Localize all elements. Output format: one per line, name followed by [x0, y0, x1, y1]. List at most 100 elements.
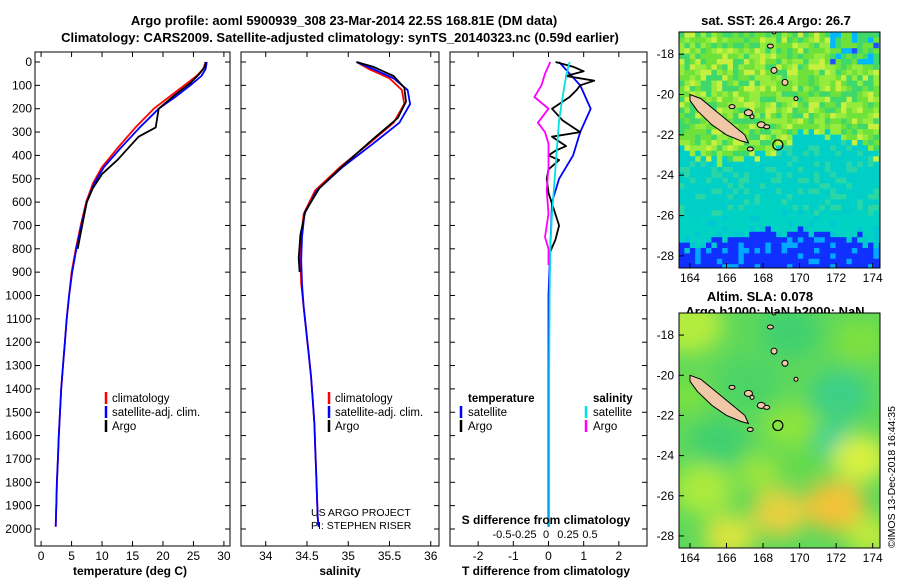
sst-cell	[770, 102, 777, 108]
land-new-caledonia	[689, 374, 750, 425]
sst-cell	[797, 86, 804, 92]
sst-cell	[727, 264, 734, 268]
sst-cell	[814, 102, 820, 108]
sst-cell	[706, 258, 712, 265]
sst-cell	[781, 107, 788, 114]
sst-cell	[706, 86, 712, 92]
sst-cell	[808, 64, 815, 71]
sla-blob	[809, 369, 870, 421]
sst-cell	[868, 91, 874, 98]
sst-cell	[868, 215, 874, 222]
sst-cell	[814, 161, 820, 168]
sst-cell	[803, 199, 809, 206]
sst-cell	[711, 75, 718, 81]
sst-cell	[733, 258, 739, 265]
sst-cell	[862, 253, 869, 260]
sst-cell	[749, 177, 755, 184]
sst-cell	[700, 150, 707, 157]
sst-cell	[862, 118, 869, 125]
sla-blob	[703, 514, 756, 548]
sst-cell	[738, 64, 745, 71]
y-tick-label: 400	[12, 148, 32, 162]
sst-cell	[716, 188, 723, 195]
sst-cell	[700, 253, 707, 260]
sst-cell	[873, 80, 880, 87]
sst-cell	[878, 167, 880, 173]
sst-cell	[733, 53, 739, 60]
sst-cell	[754, 129, 761, 135]
sst-cell	[846, 107, 853, 114]
sst-cell	[862, 264, 869, 268]
sst-cell	[776, 134, 782, 141]
sst-cell	[878, 264, 880, 268]
sst-cell	[814, 177, 820, 184]
sst-cell	[679, 210, 685, 216]
sst-cell	[727, 48, 734, 54]
sst-cell	[684, 237, 691, 243]
sst-cell	[797, 102, 804, 108]
sst-cell	[684, 96, 691, 103]
sst-cell	[857, 75, 863, 81]
sst-cell	[765, 194, 772, 200]
sst-cell	[760, 48, 766, 54]
sst-cell	[835, 215, 842, 222]
sst-cell	[835, 118, 842, 125]
sst-cell	[770, 264, 777, 268]
sst-cell	[716, 161, 723, 168]
sst-cell	[814, 237, 820, 243]
sst-cell	[684, 42, 691, 49]
sst-cell	[684, 242, 691, 249]
sst-cell	[765, 129, 772, 135]
sst-cell	[770, 242, 777, 249]
sst-cell	[679, 258, 685, 265]
series-argo	[76, 61, 207, 249]
sst-cell	[743, 75, 750, 81]
sst-cell	[733, 145, 739, 152]
sst-cell	[754, 64, 761, 71]
sst-cell	[803, 156, 809, 162]
lat-tick-label: -28	[657, 529, 675, 543]
sst-cell	[797, 215, 804, 222]
sst-cell	[787, 221, 793, 227]
sst-cell	[760, 140, 766, 146]
sst-cell	[824, 32, 831, 38]
sst-cell	[841, 150, 847, 157]
sst-cell	[857, 64, 863, 71]
sst-cell	[733, 107, 739, 114]
sst-cell	[770, 199, 777, 206]
sst-cell	[727, 134, 734, 141]
sst-cell	[684, 231, 691, 238]
sst-cell	[846, 167, 853, 173]
sst-cell	[830, 59, 836, 65]
sst-cell	[873, 123, 880, 130]
land-island	[749, 114, 755, 120]
sst-cell	[830, 42, 836, 49]
sst-cell	[819, 188, 826, 195]
sst-cell	[695, 145, 701, 152]
sst-cell	[706, 134, 712, 141]
sst-cell	[819, 226, 826, 233]
sst-cell	[754, 107, 761, 114]
sst-cell	[765, 231, 772, 238]
land-island	[793, 96, 799, 102]
sst-cell	[851, 204, 858, 211]
sst-cell	[868, 134, 874, 141]
sst-cell	[765, 226, 772, 233]
sst-cell	[862, 53, 869, 60]
sst-cell	[797, 32, 804, 38]
sst-cell	[738, 210, 745, 216]
sst-cell	[706, 183, 712, 189]
sst-cell	[868, 69, 874, 76]
sst-cell	[781, 242, 788, 249]
sst-cell	[824, 129, 831, 135]
sst-cell	[862, 167, 869, 173]
sst-cell	[722, 86, 728, 92]
sst-cell	[706, 199, 712, 206]
sst-cell	[700, 183, 707, 189]
sst-cell	[857, 129, 863, 135]
sst-cell	[770, 150, 777, 157]
sst-cell	[792, 161, 799, 168]
sst-cell	[868, 161, 874, 168]
sst-cell	[754, 242, 761, 249]
sst-cell	[754, 91, 761, 98]
